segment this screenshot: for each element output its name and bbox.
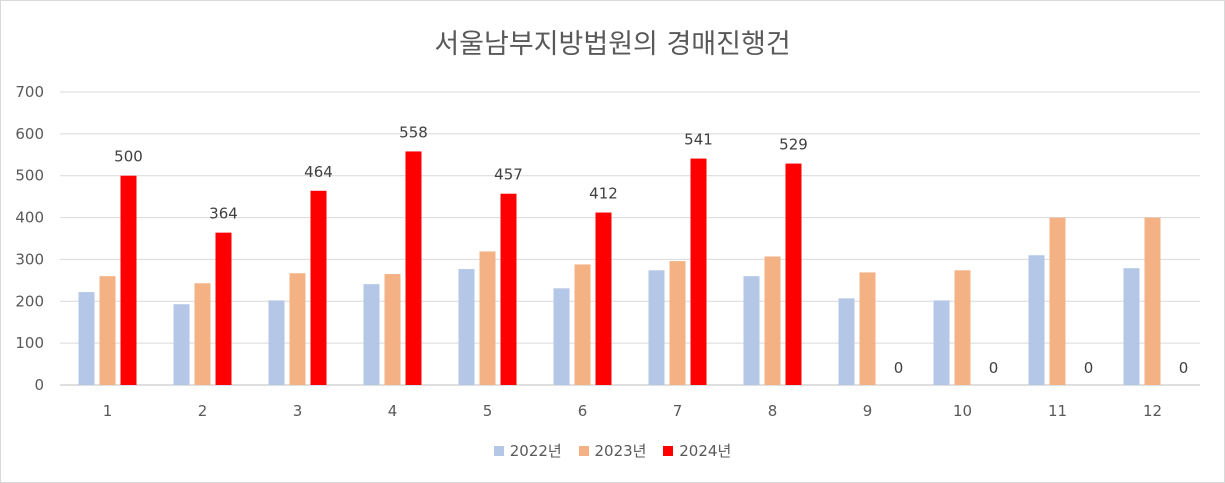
y-tick-label: 300 [15,250,44,268]
bar-2023년-6 [574,264,591,385]
x-tick-label: 1 [103,402,113,420]
x-tick-label: 12 [1143,402,1162,420]
data-label: 558 [399,123,428,141]
bar-2022년-1 [78,292,95,385]
data-label: 0 [1179,359,1189,377]
legend-label-2024: 2024년 [679,442,732,460]
data-label: 500 [114,148,143,166]
chart-title: 서울남부지방법원의 경매진행건 [434,29,791,60]
legend-swatch-2024 [663,445,674,456]
y-tick-label: 100 [15,334,44,352]
bar-2022년-10 [933,300,950,385]
x-tick-label: 8 [768,402,778,420]
bar-2023년-1 [99,276,116,385]
data-label: 412 [589,185,618,203]
bar-2022년-6 [553,288,570,385]
bar-2022년-7 [648,270,665,385]
x-tick-label: 3 [293,402,303,420]
bar-2024년-1 [120,175,137,385]
bar-2023년-12 [1144,217,1161,385]
bar-2024년-7 [690,158,707,385]
bar-2023년-8 [764,256,781,385]
x-tick-label: 6 [578,402,588,420]
data-label: 541 [684,131,713,149]
data-label: 457 [494,166,523,184]
bar-2022년-4 [363,284,380,385]
bar-2022년-2 [173,304,190,385]
y-tick-label: 200 [15,292,44,310]
legend-item-2023: 2023년 [578,440,647,461]
legend-label-2022: 2022년 [509,442,562,460]
bar-2022년-12 [1123,268,1140,385]
legend-label-2023: 2023년 [594,442,647,460]
bar-2023년-5 [479,251,496,385]
bar-2022년-8 [743,276,760,385]
bar-2024년-8 [785,163,802,385]
x-tick-label: 4 [388,402,398,420]
bar-2023년-2 [194,283,211,385]
x-tick-label: 2 [198,402,208,420]
bar-2023년-3 [289,273,306,385]
bar-2022년-11 [1028,255,1045,385]
bar-2024년-4 [405,151,422,385]
data-label: 0 [1084,359,1094,377]
data-label: 529 [779,136,808,154]
y-tick-label: 600 [15,125,44,143]
legend-swatch-2022 [493,445,504,456]
x-tick-label: 11 [1048,402,1067,420]
data-label: 0 [894,359,904,377]
legend: 2022년 2023년 2024년 [0,440,1225,461]
y-tick-label: 0 [34,376,44,394]
bar-2023년-10 [954,270,971,385]
bar-2022년-9 [838,298,855,385]
bar-2024년-2 [215,232,232,385]
bar-2024년-5 [500,193,517,385]
bar-2022년-5 [458,269,475,385]
y-tick-label: 700 [15,83,44,101]
x-tick-label: 10 [953,402,972,420]
legend-swatch-2023 [578,445,589,456]
data-label: 464 [304,163,333,181]
data-label: 0 [989,359,999,377]
legend-item-2022: 2022년 [493,440,562,461]
data-label: 364 [209,205,238,223]
bar-2024년-3 [310,190,327,385]
bar-2022년-3 [268,300,285,385]
x-tick-label: 9 [863,402,873,420]
y-tick-label: 500 [15,167,44,185]
y-tick-label: 400 [15,209,44,227]
legend-item-2024: 2024년 [663,440,731,461]
x-tick-label: 5 [483,402,493,420]
x-tick-label: 7 [673,402,683,420]
bar-2023년-4 [384,274,401,385]
bar-2024년-6 [595,212,612,385]
bar-2023년-9 [859,272,876,385]
bar-2023년-11 [1049,217,1066,385]
bar-2023년-7 [669,261,686,385]
